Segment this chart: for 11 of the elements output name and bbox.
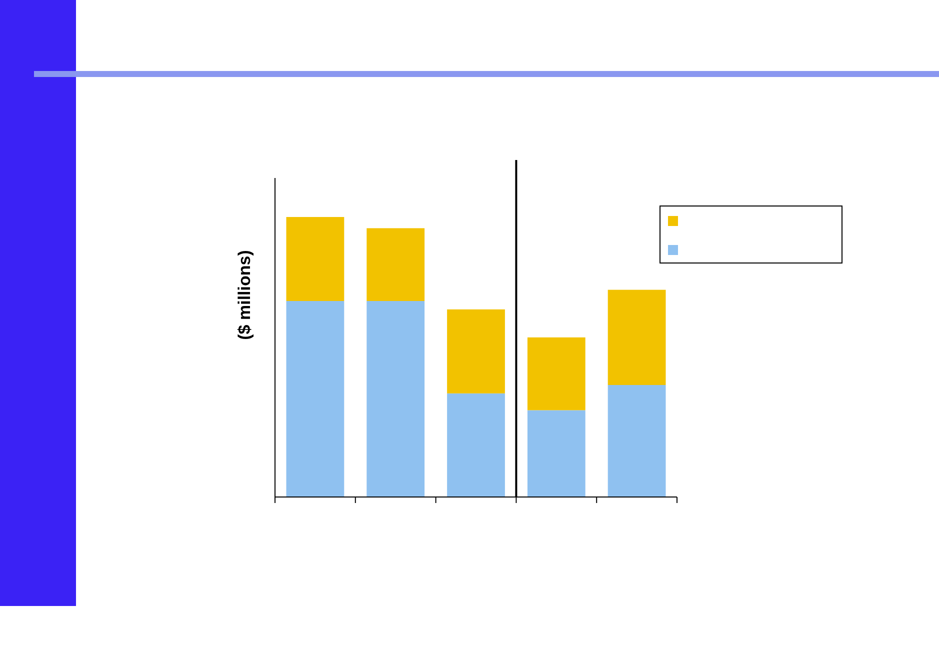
bar	[527, 410, 586, 497]
bar	[286, 301, 344, 497]
bar	[447, 309, 505, 394]
bar	[366, 301, 425, 497]
bar	[527, 337, 586, 410]
bar	[286, 217, 344, 301]
bar	[608, 385, 666, 497]
y-axis-title: ($ millions)	[235, 250, 254, 340]
bar	[447, 393, 505, 497]
bar	[608, 290, 666, 385]
bar	[366, 228, 425, 301]
